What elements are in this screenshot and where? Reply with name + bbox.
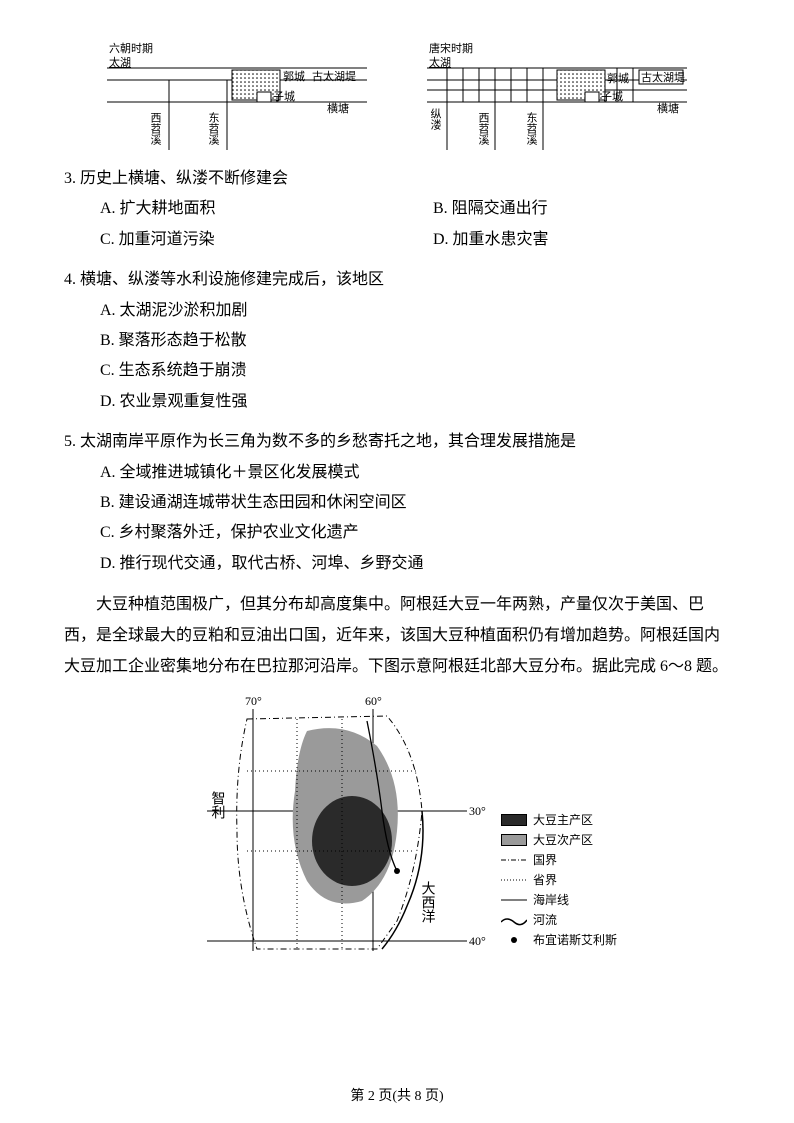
city-dot-icon <box>501 934 527 946</box>
vcanal-label: 纵溇 <box>429 108 442 130</box>
swatch-secondary <box>501 834 527 846</box>
map-block: 70° 60° 30° 40° 智利 <box>64 691 730 966</box>
hcanal-label: 横塘 <box>327 101 349 115</box>
diagram-row: 六朝时期 太湖 古太湖堤 郭城 子城 横塘 西苕溪 东苕溪 唐宋时期 <box>64 40 730 150</box>
legend-coast: 海岸线 <box>501 891 617 909</box>
diagram-left-svg: 六朝时期 太湖 古太湖堤 郭城 子城 横塘 西苕溪 东苕溪 <box>107 40 367 150</box>
q4-option-a: A. 太湖泥沙淤积加剧 <box>64 296 730 326</box>
lake-label-r: 太湖 <box>429 56 451 69</box>
legend-province-text: 省界 <box>533 871 557 889</box>
q5-option-c: C. 乡村聚落外迁，保护农业文化遗产 <box>64 518 730 548</box>
legend-primary-text: 大豆主产区 <box>533 811 593 829</box>
legend-river: 河流 <box>501 911 617 929</box>
legend-province: 省界 <box>501 871 617 889</box>
lake-label: 太湖 <box>109 56 131 69</box>
q5-option-b: B. 建设通湖连城带状生态田园和休闲空间区 <box>64 488 730 518</box>
buenos-aires-dot <box>394 868 400 874</box>
q5-stem: 5. 太湖南岸平原作为长三角为数不多的乡愁寄托之地，其合理发展措施是 <box>64 427 730 457</box>
hcanal-label-r: 横塘 <box>657 101 679 115</box>
question-5: 5. 太湖南岸平原作为长三角为数不多的乡愁寄托之地，其合理发展措施是 A. 全域… <box>64 427 730 579</box>
lon60-label: 60° <box>365 694 382 708</box>
lat30-label: 30° <box>469 804 486 818</box>
q3-option-d: D. 加重水患灾害 <box>397 225 730 255</box>
chile-label: 智利 <box>210 791 226 819</box>
diagram-six-dynasties: 六朝时期 太湖 古太湖堤 郭城 子城 横塘 西苕溪 东苕溪 <box>107 40 367 150</box>
diagram-tang-song: 唐宋时期 太湖 古太湖堤 郭城 子城 横塘 纵溇 西苕溪 <box>427 40 687 150</box>
legend-primary: 大豆主产区 <box>501 811 617 829</box>
atlantic-label: 大西洋 <box>420 881 436 923</box>
diagram-right-svg: 唐宋时期 太湖 古太湖堤 郭城 子城 横塘 纵溇 西苕溪 <box>427 40 687 150</box>
q3-stem: 3. 历史上横塘、纵溇不断修建会 <box>64 164 730 194</box>
west-stream-r: 西苕溪 <box>477 112 490 146</box>
legend-border-text: 国界 <box>533 851 557 869</box>
legend-coast-text: 海岸线 <box>533 891 569 909</box>
dike-label-r: 古太湖堤 <box>641 71 685 84</box>
argentina-map-svg: 70° 60° 30° 40° 智利 <box>187 691 487 961</box>
q5-option-d: D. 推行现代交通，取代古桥、河埠、乡野交通 <box>64 549 730 579</box>
q3-option-c: C. 加重河道污染 <box>64 225 397 255</box>
lat40-label: 40° <box>469 934 486 948</box>
river-line-icon <box>501 914 527 926</box>
east-stream-label: 东苕溪 <box>207 112 220 146</box>
q4-option-b: B. 聚落形态趋于松散 <box>64 326 730 356</box>
dike-label: 古太湖堤 <box>312 70 356 83</box>
legend-secondary: 大豆次产区 <box>501 831 617 849</box>
q4-stem: 4. 横塘、纵溇等水利设施修建完成后，该地区 <box>64 265 730 295</box>
era-label-r: 唐宋时期 <box>429 41 473 55</box>
q5-option-a: A. 全域推进城镇化＋景区化发展模式 <box>64 458 730 488</box>
q3-option-a: A. 扩大耕地面积 <box>64 194 397 224</box>
q3-option-b: B. 阻隔交通出行 <box>397 194 730 224</box>
q4-option-c: C. 生态系统趋于崩溃 <box>64 356 730 386</box>
subcity-label: 子城 <box>273 90 295 103</box>
legend-border: 国界 <box>501 851 617 869</box>
province-line-icon <box>501 874 527 886</box>
question-3: 3. 历史上横塘、纵溇不断修建会 A. 扩大耕地面积 B. 阻隔交通出行 C. … <box>64 164 730 255</box>
passage-argentina: 大豆种植范围极广，但其分布却高度集中。阿根廷大豆一年两熟，产量仅次于美国、巴西，… <box>64 589 730 683</box>
page-footer: 第 2 页(共 8 页) <box>0 1085 794 1105</box>
east-stream-r: 东苕溪 <box>525 112 538 146</box>
passage-text: 大豆种植范围极广，但其分布却高度集中。阿根廷大豆一年两熟，产量仅次于美国、巴西，… <box>64 589 730 683</box>
question-4: 4. 横塘、纵溇等水利设施修建完成后，该地区 A. 太湖泥沙淤积加剧 B. 聚落… <box>64 265 730 417</box>
subcity-label-r: 子城 <box>601 90 623 103</box>
legend-river-text: 河流 <box>533 911 557 929</box>
legend-secondary-text: 大豆次产区 <box>533 831 593 849</box>
map-legend: 大豆主产区 大豆次产区 国界 省界 海岸线 河流 <box>501 811 617 951</box>
legend-city: 布宜诺斯艾利斯 <box>501 931 617 949</box>
swatch-primary <box>501 814 527 826</box>
coast-line-icon <box>501 894 527 906</box>
legend-city-text: 布宜诺斯艾利斯 <box>533 931 617 949</box>
west-stream-label: 西苕溪 <box>149 112 162 146</box>
city-label: 郭城 <box>283 70 305 83</box>
city-label-r: 郭城 <box>607 72 629 85</box>
border-line-icon <box>501 854 527 866</box>
era-label: 六朝时期 <box>109 42 153 55</box>
primary-zone <box>312 796 392 886</box>
q4-option-d: D. 农业景观重复性强 <box>64 387 730 417</box>
lon70-label: 70° <box>245 694 262 708</box>
